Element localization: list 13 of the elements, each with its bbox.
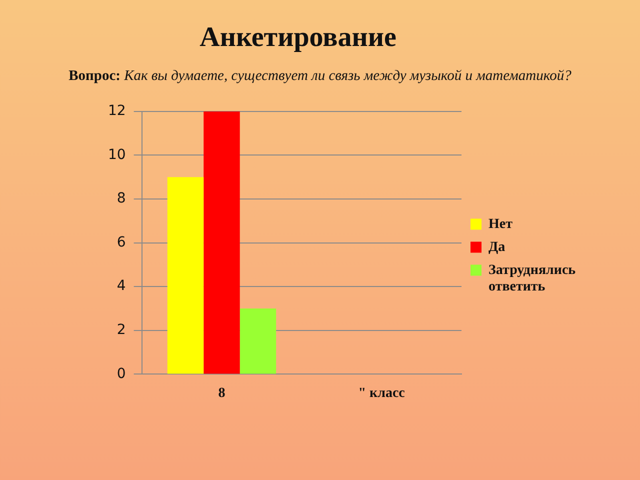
legend-label: Нет <box>488 216 513 232</box>
y-tick-label: 10 <box>108 146 126 163</box>
legend-label: Да <box>488 240 506 255</box>
x-tick-label: " класс <box>358 386 405 402</box>
y-tick-label: 0 <box>116 366 126 382</box>
chart-subtitle: Вопрос: Как вы думаете, существует ли связь между музыкой и математикой? <box>68 68 572 84</box>
y-tick-label: 12 <box>108 103 126 120</box>
y-tick-label: 4 <box>116 278 126 294</box>
chart-title: Анкетирование <box>198 22 398 54</box>
y-tick-label: 2 <box>116 322 126 338</box>
y-tick-label: 8 <box>116 190 126 207</box>
legend-label: Затруднялись ответить <box>488 262 576 295</box>
y-tick-label: 6 <box>116 234 126 250</box>
